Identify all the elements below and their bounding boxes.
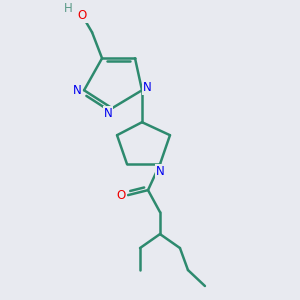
Text: N: N: [104, 107, 112, 120]
Text: N: N: [142, 81, 152, 94]
Text: H: H: [64, 2, 73, 15]
Text: O: O: [77, 9, 87, 22]
Text: N: N: [156, 165, 164, 178]
Text: N: N: [73, 84, 82, 97]
Text: O: O: [116, 189, 126, 202]
